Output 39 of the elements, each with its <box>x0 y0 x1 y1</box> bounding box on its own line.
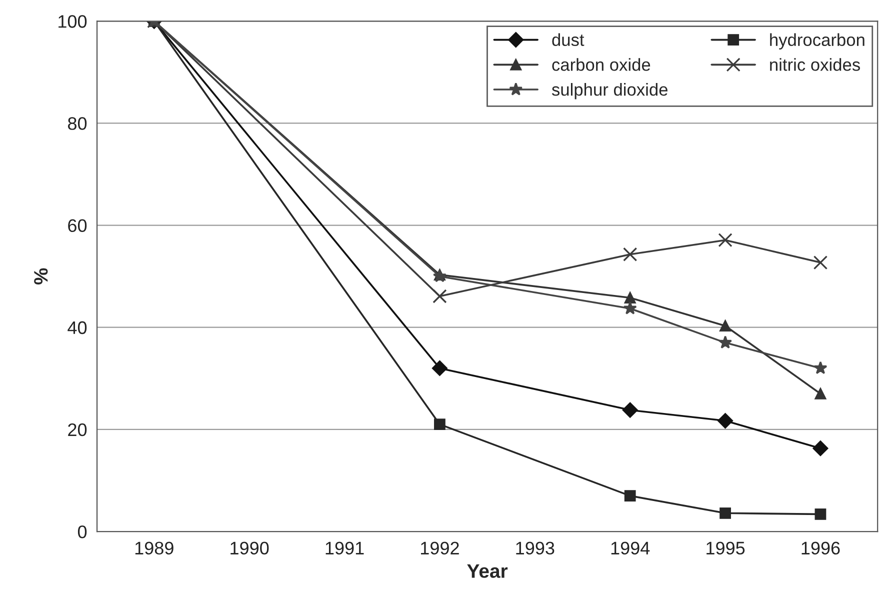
point <box>720 507 731 519</box>
legend-label: sulphur dioxide <box>552 83 668 100</box>
y-tick-label: 100 <box>58 15 87 28</box>
point <box>720 320 731 332</box>
point <box>623 247 638 262</box>
point <box>624 490 636 502</box>
x-tick-label: 1990 <box>230 542 269 555</box>
point <box>718 413 733 428</box>
y-tick-label: 0 <box>78 525 87 538</box>
point <box>624 292 636 304</box>
point <box>718 233 732 248</box>
point <box>813 255 828 270</box>
point <box>814 508 826 520</box>
point <box>622 402 638 418</box>
x-tick-label: 1991 <box>326 542 364 555</box>
point <box>432 360 448 376</box>
legend-label: hydrocarbon <box>770 33 864 50</box>
x-tick-label: 1996 <box>802 542 840 555</box>
point <box>814 361 828 374</box>
x-tick-label: 1995 <box>706 542 745 555</box>
x-tick-label: 1992 <box>421 542 459 555</box>
legend-label: nitric oxides <box>770 58 860 71</box>
point <box>432 289 447 304</box>
legend-label: dust <box>552 33 584 46</box>
x-tick-label: 1994 <box>611 542 650 555</box>
y-tick-label: 40 <box>68 321 87 334</box>
y-axis-title: % <box>34 268 48 284</box>
x-axis-title: Year <box>467 564 508 578</box>
x-tick-label: 1993 <box>516 542 554 555</box>
legend-label: carbon oxide <box>552 58 650 71</box>
point <box>718 336 732 349</box>
y-tick-label: 80 <box>68 117 87 130</box>
y-tick-label: 20 <box>68 423 87 436</box>
y-tick-label: 60 <box>68 219 87 232</box>
point <box>623 301 637 314</box>
point <box>812 440 828 456</box>
x-tick-label: 1989 <box>135 542 174 555</box>
point <box>434 418 446 430</box>
point <box>814 388 826 400</box>
